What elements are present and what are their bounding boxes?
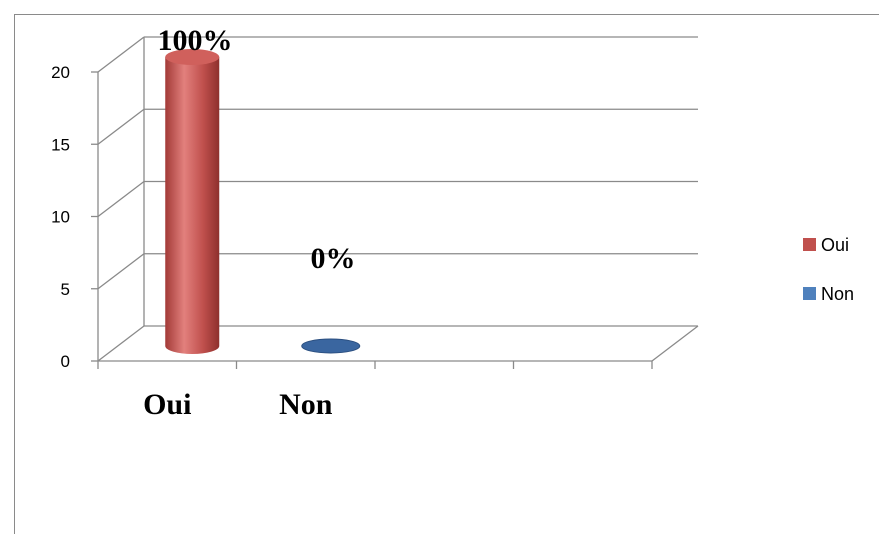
y-tick-label: 20 <box>51 63 70 82</box>
gridline-wall-0 <box>97 325 145 362</box>
category-label-non: Non <box>279 388 333 421</box>
category-label-oui: Oui <box>143 388 191 421</box>
y-tick-label: 15 <box>51 135 70 154</box>
y-tick-label: 5 <box>61 280 70 299</box>
gridline-wall-20 <box>97 36 145 73</box>
y-tick-label: 10 <box>51 208 70 227</box>
chart: 0 5 10 15 20 Oui Non 100% 0% Oui Non <box>51 24 854 421</box>
bar-oui <box>165 57 220 354</box>
bars <box>165 49 361 354</box>
chart-frame <box>14 14 879 534</box>
legend: Oui Non <box>803 235 854 304</box>
data-label-oui: 100% <box>158 24 233 57</box>
bar-top-oui <box>165 49 220 65</box>
legend-label-non: Non <box>821 284 854 304</box>
y-tick-label: 0 <box>61 352 70 371</box>
floor-right-edge <box>651 325 699 362</box>
legend-swatch-oui <box>803 238 816 251</box>
gridline-wall-10 <box>97 180 145 218</box>
bar-non <box>301 338 361 354</box>
axes: 0 5 10 15 20 <box>51 37 699 371</box>
data-label-non: 0% <box>311 242 356 275</box>
legend-label-oui: Oui <box>821 235 849 255</box>
grid-lines <box>97 36 698 362</box>
gridline-wall-15 <box>97 108 145 145</box>
gridline-wall-5 <box>97 253 145 290</box>
labels: Oui Non 100% 0% <box>143 24 355 421</box>
legend-swatch-non <box>803 287 816 300</box>
